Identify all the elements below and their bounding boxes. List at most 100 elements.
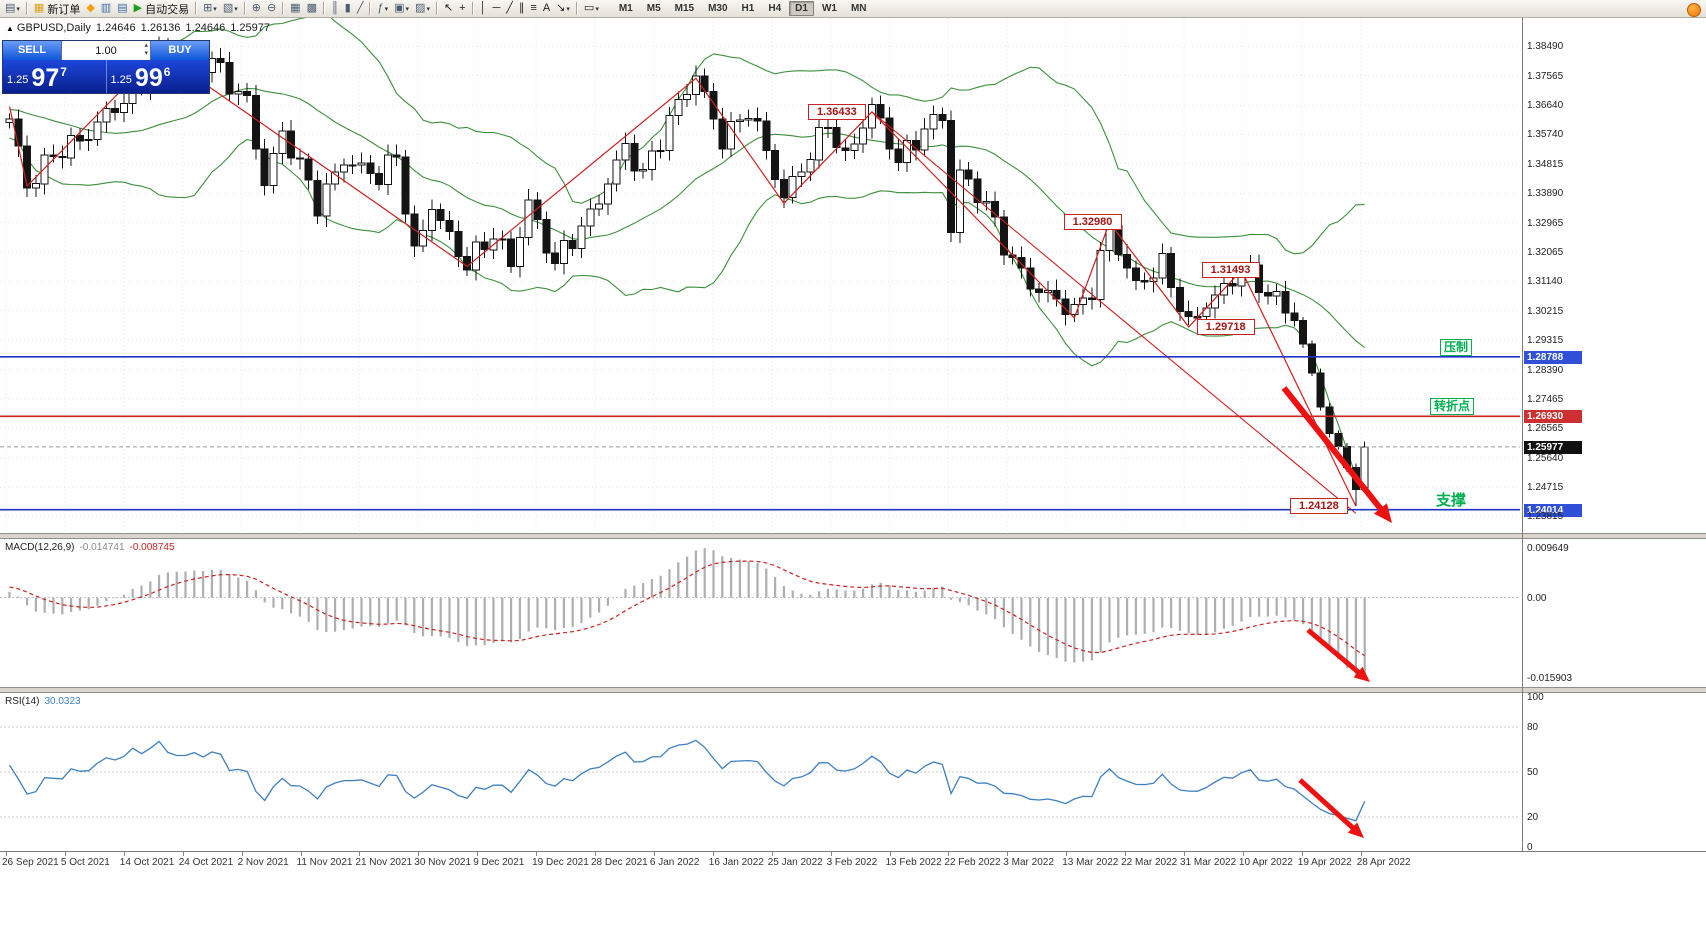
macd-signal-line <box>9 560 1366 657</box>
collapse-arrow-icon[interactable]: ▲ <box>6 24 14 33</box>
spinner-down-icon[interactable]: ▾ <box>144 50 148 57</box>
bar-chart-button[interactable]: ║ <box>329 1 341 17</box>
zoom-in-button[interactable]: ⊕ <box>250 1 263 17</box>
annotation-arrow-head <box>1373 503 1392 523</box>
ask-price-big: 99 <box>134 64 163 92</box>
tile-windows-button[interactable]: ▦ <box>288 1 302 17</box>
candle-body <box>58 155 67 159</box>
price-tag[interactable]: 1.29718 <box>1196 318 1255 335</box>
candle-body <box>665 114 674 151</box>
rsi-panel[interactable] <box>0 693 1706 851</box>
periods-button[interactable]: ▣ ▾ <box>392 1 411 17</box>
toolbar-separator <box>243 2 246 15</box>
price-axis-label: 1.31140 <box>1527 276 1563 288</box>
new-order-button[interactable]: ▦ 新订单 <box>32 1 82 17</box>
cursor-icon: ↖ <box>443 2 454 14</box>
notification-badge[interactable] <box>1687 3 1701 17</box>
crosshair-button[interactable]: + <box>457 1 467 17</box>
panel-separator[interactable] <box>0 687 1706 693</box>
price-axis-label: 1.37565 <box>1527 70 1564 82</box>
timeframe-m30-button[interactable]: M30 <box>708 3 728 14</box>
rsi-axis-label: 50 <box>1527 767 1539 778</box>
price-tag[interactable]: 1.31493 <box>1201 262 1260 279</box>
timeframe-h4-button[interactable]: H4 <box>768 3 782 14</box>
timeframe-m5-button[interactable]: M5 <box>646 3 661 14</box>
cn-label[interactable]: 支撑 <box>1436 491 1467 509</box>
candle-chart-button[interactable]: ▮ <box>343 1 353 17</box>
volume-input[interactable]: 1.00 ▴ ▾ <box>61 41 151 60</box>
time-axis[interactable]: 26 Sep 2021 5 Oct 2021 14 Oct 2021 24 Oct 2… <box>0 851 1706 874</box>
macd-panel[interactable] <box>0 539 1706 687</box>
fibonacci-button[interactable]: ≡ <box>528 1 538 17</box>
timeframe-mn-button[interactable]: MN <box>850 3 867 14</box>
metaquotes-button[interactable]: ◆ <box>84 1 96 17</box>
timeframe-d1-button[interactable]: D1 <box>789 1 814 16</box>
date-label: 26 Sep 2021 <box>2 857 59 868</box>
candle-body <box>23 145 32 189</box>
main-chart-panel[interactable] <box>0 18 1706 533</box>
candle-body <box>621 143 630 161</box>
date-label: 14 Oct 2021 <box>119 857 175 868</box>
autotrade-button[interactable]: ▶ 自动交易 <box>132 1 191 17</box>
candle-body <box>1096 250 1105 301</box>
sell-button[interactable]: SELL <box>3 41 61 60</box>
timeframe-h1-button[interactable]: H1 <box>741 3 755 14</box>
candle-body <box>119 103 128 113</box>
timeframe-w1-button[interactable]: W1 <box>821 3 837 14</box>
time-axis-tick <box>595 852 596 856</box>
candle-body <box>1052 289 1061 300</box>
shapes-button[interactable]: ▭ ▾ <box>582 1 601 17</box>
rsi-value: 30.0323 <box>44 696 81 707</box>
price-tag[interactable]: 1.32980 <box>1063 214 1122 231</box>
price-tag[interactable]: 1.24128 <box>1289 498 1348 515</box>
hline-button[interactable]: ─ <box>490 1 502 17</box>
vline-button[interactable]: │ <box>478 1 489 17</box>
new-chart-button[interactable]: ▤ ▾ <box>3 1 22 17</box>
templates-button[interactable]: ▨ ▾ <box>413 1 432 17</box>
candle-body <box>339 164 348 173</box>
trendline-button[interactable]: ╱ <box>504 1 515 17</box>
cn-label[interactable]: 压制 <box>1440 338 1473 356</box>
sell-quote[interactable]: 1.25 97 7 <box>3 60 106 93</box>
macd-canvas[interactable] <box>0 539 1706 687</box>
cursor-button[interactable]: ↖ <box>442 1 455 17</box>
text-button[interactable]: A <box>541 1 552 17</box>
zoom-out-button[interactable]: ⊖ <box>265 1 278 17</box>
buy-quote[interactable]: 1.25 99 6 <box>105 60 210 93</box>
candle-body <box>515 236 524 267</box>
symbol-name: GBPUSD,Daily <box>16 22 91 34</box>
spinner-up-icon[interactable]: ▴ <box>144 42 148 49</box>
profiles-button[interactable]: ▧ ▾ <box>221 1 240 17</box>
date-label: 22 Mar 2022 <box>1121 857 1178 868</box>
new-window-button[interactable]: ⊞ ▾ <box>201 1 219 17</box>
market-depth-button[interactable]: ▤ <box>115 1 129 17</box>
panel-separator[interactable] <box>0 533 1706 539</box>
time-axis-tick <box>1184 852 1185 856</box>
bid-price-sup: 7 <box>60 65 67 79</box>
candle-body <box>1290 312 1299 321</box>
rsi-canvas[interactable] <box>0 693 1706 851</box>
new-order-icon: ▦ <box>33 2 45 14</box>
candle-body <box>1061 298 1070 316</box>
channel-button[interactable]: ∥ <box>517 1 527 17</box>
candle-body <box>366 162 375 174</box>
annotation-arrow <box>1298 778 1357 832</box>
tile-windows-icon: ▦ <box>290 2 301 14</box>
timeframe-m1-button[interactable]: M1 <box>618 3 633 14</box>
cn-label[interactable]: 转折点 <box>1430 398 1475 416</box>
price-tag[interactable]: 1.36433 <box>807 103 866 120</box>
line-chart-button[interactable]: ╱ <box>355 1 366 17</box>
tick-chart-button[interactable]: ▥ <box>99 1 113 17</box>
indicators-button[interactable]: ƒ ▾ <box>375 1 390 17</box>
price-chart-canvas[interactable] <box>0 18 1706 533</box>
candle-body <box>1263 292 1272 297</box>
candle-body <box>885 117 894 150</box>
buy-button[interactable]: BUY <box>151 41 209 60</box>
cascade-windows-button[interactable]: ▩ <box>305 1 319 17</box>
timeframe-m15-button[interactable]: M15 <box>674 3 695 14</box>
axis-badge: 1.26930 <box>1524 410 1582 424</box>
arrow-tools-button[interactable]: ↘ ▾ <box>554 1 572 17</box>
price-axis-label: 1.23815 <box>1527 511 1564 523</box>
volume-spinner[interactable]: ▴ ▾ <box>144 42 148 58</box>
bid-price-head: 1.25 <box>7 74 29 86</box>
